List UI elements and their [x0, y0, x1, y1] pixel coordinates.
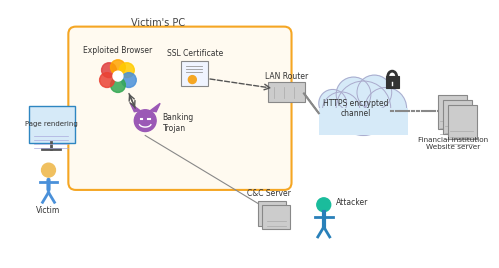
Circle shape: [336, 81, 391, 136]
Circle shape: [100, 73, 114, 87]
Circle shape: [357, 75, 392, 110]
Circle shape: [336, 77, 371, 112]
Polygon shape: [150, 103, 160, 112]
FancyBboxPatch shape: [319, 108, 408, 136]
FancyBboxPatch shape: [262, 205, 290, 229]
Circle shape: [102, 63, 116, 78]
Circle shape: [113, 71, 123, 81]
Text: Exploited Browser: Exploited Browser: [83, 46, 153, 55]
Circle shape: [319, 90, 347, 117]
Text: Victim: Victim: [36, 206, 61, 215]
FancyBboxPatch shape: [268, 82, 305, 102]
FancyBboxPatch shape: [182, 61, 208, 85]
FancyBboxPatch shape: [68, 27, 291, 190]
Text: Page rendering: Page rendering: [24, 121, 77, 127]
Text: Financial Institution
Website server: Financial Institution Website server: [418, 137, 488, 150]
Text: Victim's PC: Victim's PC: [131, 18, 185, 28]
Text: Banking
Trojan: Banking Trojan: [163, 113, 194, 133]
Text: LAN Router: LAN Router: [265, 72, 308, 81]
Circle shape: [41, 163, 55, 177]
FancyBboxPatch shape: [28, 106, 75, 143]
Text: Attacker: Attacker: [336, 198, 369, 207]
Circle shape: [119, 63, 134, 78]
Circle shape: [188, 76, 196, 84]
Circle shape: [322, 92, 360, 129]
Circle shape: [121, 73, 136, 87]
Text: SSL Certificate: SSL Certificate: [167, 49, 223, 58]
Circle shape: [134, 110, 156, 132]
FancyBboxPatch shape: [438, 95, 467, 129]
FancyBboxPatch shape: [386, 76, 399, 88]
Circle shape: [110, 60, 125, 75]
Text: C&C Server: C&C Server: [248, 189, 291, 198]
FancyBboxPatch shape: [448, 105, 477, 139]
FancyBboxPatch shape: [258, 201, 286, 226]
FancyBboxPatch shape: [443, 100, 472, 134]
Circle shape: [317, 198, 331, 212]
Circle shape: [110, 78, 125, 92]
Polygon shape: [130, 103, 140, 112]
Circle shape: [365, 87, 407, 129]
Text: HTTPS encrypted
channel: HTTPS encrypted channel: [323, 99, 389, 118]
